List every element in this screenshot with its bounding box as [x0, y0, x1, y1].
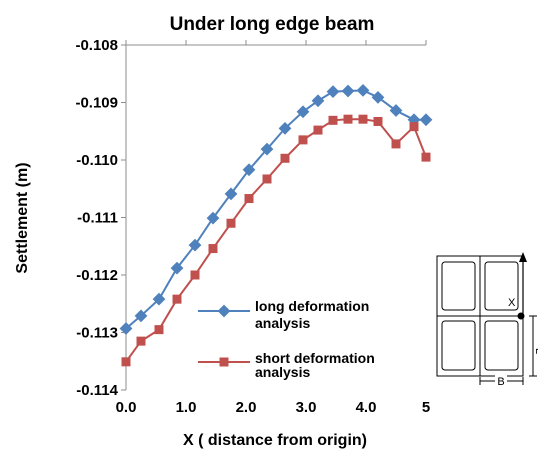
- y-tick-label: -0.109: [75, 95, 118, 112]
- y-ticks: -0.108 -0.109 -0.110 -0.111 -0.112 -0.113 -0.1…: [75, 37, 126, 399]
- data-point: [136, 336, 146, 346]
- data-point: [341, 84, 355, 98]
- data-point: [421, 152, 431, 162]
- data-point: [208, 244, 218, 254]
- data-point: [242, 163, 256, 177]
- data-point: [188, 238, 202, 252]
- x-tick-label: 3.0: [296, 399, 317, 416]
- diagram-origin-dot: [517, 312, 525, 320]
- data-point: [154, 325, 164, 335]
- data-point: [343, 114, 353, 124]
- diagram-cell-top-left: [441, 261, 476, 311]
- data-point: [391, 139, 401, 149]
- legend: long deformation analysis short deformat…: [198, 298, 375, 380]
- data-point: [244, 194, 254, 204]
- data-point: [371, 90, 385, 104]
- y-tick-label: -0.114: [76, 382, 118, 399]
- diagram-cell-top-right: [484, 261, 519, 311]
- legend-short-label-2: analysis: [255, 364, 310, 380]
- data-point: [409, 122, 419, 132]
- data-point: [121, 357, 131, 367]
- x-tick-label: 2.0: [236, 399, 257, 416]
- diagram-b-label-bg: [495, 375, 507, 387]
- y-tick-label: -0.111: [77, 210, 118, 227]
- data-point: [356, 84, 370, 97]
- data-point: [373, 116, 383, 126]
- legend-long-marker: [217, 304, 231, 318]
- legend-long-label-2: analysis: [255, 315, 310, 331]
- data-point: [226, 218, 236, 228]
- data-point: [260, 142, 274, 156]
- diagram-cell-bottom-right: [484, 320, 519, 371]
- x-tick-label: 1.0: [176, 399, 197, 416]
- diagram-cell-bottom-left: [441, 320, 476, 371]
- data-point: [119, 322, 133, 335]
- data-point: [389, 104, 403, 117]
- data-point: [326, 85, 340, 98]
- data-point: [170, 261, 184, 275]
- legend-short-marker: [219, 357, 229, 367]
- series-layer: [119, 84, 433, 367]
- data-point: [311, 94, 325, 108]
- y-axis-title: Settlement (m): [14, 162, 31, 273]
- data-point: [358, 114, 368, 124]
- x-axis-title: X ( distance from origin): [183, 432, 367, 449]
- y-tick-label: -0.110: [76, 152, 118, 169]
- diagram-x-arrow-head: [519, 252, 527, 262]
- y-tick-label: -0.112: [76, 267, 118, 284]
- foundation-diagram: X L B: [436, 252, 538, 388]
- data-point: [298, 135, 308, 145]
- y-axis: -0.108 -0.109 -0.110 -0.111 -0.112 -0.113 -0.1…: [75, 37, 127, 399]
- legend-entry-long: long deformation analysis: [198, 298, 369, 331]
- data-point: [328, 115, 338, 125]
- data-point: [278, 122, 292, 135]
- legend-long-label: long deformation: [255, 298, 369, 314]
- series-long: [119, 84, 433, 335]
- data-point: [190, 270, 200, 280]
- y-tick-label: -0.108: [75, 37, 118, 54]
- diagram-l-label: L: [533, 348, 538, 354]
- data-point: [313, 125, 323, 135]
- data-point: [280, 153, 290, 163]
- diagram-b-label: B: [497, 376, 504, 388]
- y-tick-label: -0.113: [76, 325, 118, 342]
- x-tick-label: 4.0: [356, 399, 377, 416]
- chart-title: Under long edge beam: [170, 14, 375, 35]
- legend-short-label: short deformation: [255, 350, 375, 366]
- data-point: [262, 174, 272, 184]
- data-point: [206, 211, 220, 225]
- data-point: [134, 309, 148, 323]
- x-ticks: 0.0 1.0 2.0 3.0 4.0 5: [116, 40, 430, 416]
- legend-entry-short: short deformation analysis: [198, 350, 375, 380]
- x-tick-label: 5: [422, 399, 430, 416]
- data-point: [419, 113, 433, 127]
- x-axis: 0.0 1.0 2.0 3.0 4.0 5: [116, 40, 430, 416]
- data-point: [296, 105, 310, 119]
- data-point: [224, 187, 238, 201]
- x-tick-label: 0.0: [116, 399, 137, 416]
- data-point: [172, 294, 182, 304]
- series-short: [121, 114, 431, 367]
- data-point: [152, 292, 166, 306]
- diagram-x-label: X: [508, 297, 516, 309]
